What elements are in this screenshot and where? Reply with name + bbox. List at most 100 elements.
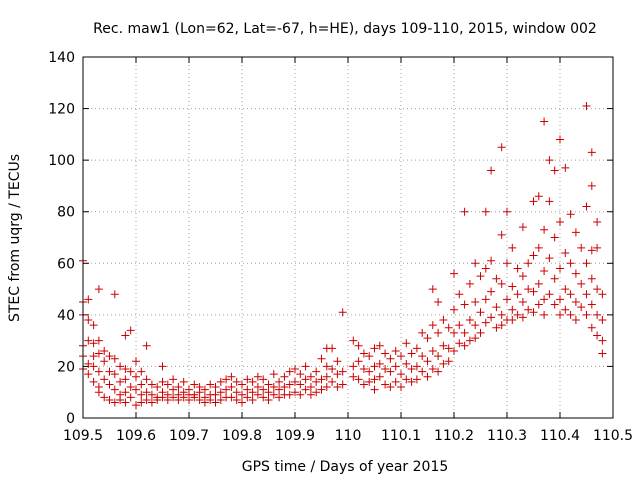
- data-point: [132, 357, 140, 366]
- data-point: [301, 362, 310, 371]
- data-point: [163, 395, 172, 404]
- data-point: [158, 362, 167, 371]
- data-point: [296, 380, 305, 389]
- data-point: [153, 395, 162, 404]
- data-point: [503, 295, 511, 304]
- x-axis-label: GPS time / Days of year 2015: [242, 459, 449, 475]
- data-point: [264, 395, 273, 404]
- data-point: [116, 362, 125, 371]
- data-point: [582, 101, 591, 110]
- data-point: [381, 365, 390, 374]
- data-point: [508, 305, 517, 314]
- data-point: [540, 295, 549, 304]
- data-point: [291, 377, 299, 386]
- data-point: [386, 354, 395, 363]
- data-point: [94, 388, 103, 397]
- data-point: [84, 316, 93, 325]
- data-point: [94, 336, 103, 345]
- data-point: [434, 297, 443, 306]
- data-point: [110, 370, 119, 379]
- data-point: [481, 264, 490, 273]
- data-point: [534, 192, 543, 201]
- data-point: [169, 375, 178, 384]
- data-point: [386, 383, 395, 392]
- data-point: [434, 328, 443, 337]
- data-point: [571, 316, 580, 325]
- data-point: [566, 210, 575, 219]
- data-point: [322, 362, 331, 371]
- data-point: [481, 295, 490, 304]
- data-point: [84, 370, 93, 379]
- data-point: [243, 375, 252, 384]
- data-point: [359, 349, 368, 358]
- data-point: [540, 117, 549, 126]
- data-point: [428, 365, 437, 374]
- data-point: [465, 336, 474, 345]
- data-point: [471, 259, 480, 268]
- data-point: [158, 377, 167, 386]
- data-point: [137, 390, 146, 399]
- data-point: [227, 383, 236, 392]
- data-point: [216, 388, 225, 397]
- data-point: [301, 375, 310, 384]
- data-point: [550, 166, 559, 175]
- data-point: [534, 300, 543, 309]
- data-point: [455, 339, 464, 348]
- x-tick-label: 110.1: [381, 428, 421, 444]
- data-point: [169, 385, 178, 394]
- data-point: [365, 367, 374, 376]
- data-point: [253, 383, 262, 392]
- data-point: [89, 352, 98, 361]
- data-point: [142, 388, 151, 397]
- data-point: [402, 359, 411, 368]
- data-point: [275, 385, 284, 394]
- data-point: [359, 365, 368, 374]
- data-point: [105, 380, 114, 389]
- data-point: [566, 259, 575, 268]
- data-point: [116, 395, 125, 404]
- data-point: [126, 367, 135, 376]
- data-point: [556, 218, 564, 227]
- x-axis-ticks: 109.5 109.6 109.7 109.8 109.9 110 110.1 110.2 11…: [63, 57, 633, 444]
- data-point: [121, 388, 130, 397]
- data-point: [381, 349, 390, 358]
- data-point: [465, 279, 474, 288]
- data-point: [89, 321, 98, 330]
- data-point: [460, 300, 469, 309]
- data-point: [158, 393, 167, 402]
- data-point: [248, 388, 257, 397]
- data-point: [518, 313, 527, 322]
- data-point: [545, 290, 554, 299]
- data-point: [179, 393, 188, 402]
- data-point: [465, 316, 474, 325]
- data-point: [370, 375, 379, 384]
- data-point: [434, 352, 443, 361]
- data-point: [100, 357, 109, 366]
- data-point: [508, 282, 517, 291]
- data-point: [243, 393, 252, 402]
- data-point: [434, 367, 443, 376]
- data-point: [132, 401, 140, 410]
- data-point: [269, 390, 278, 399]
- data-point: [518, 223, 527, 232]
- data-point: [238, 390, 246, 399]
- data-point: [577, 243, 586, 252]
- data-point: [105, 352, 114, 361]
- data-point: [455, 290, 464, 299]
- x-tick-label: 109.9: [275, 428, 315, 444]
- data-point: [439, 359, 448, 368]
- data-point: [322, 383, 331, 392]
- data-point: [561, 248, 570, 257]
- data-point: [216, 395, 225, 404]
- data-point: [370, 344, 379, 353]
- data-point: [497, 143, 506, 152]
- data-point: [232, 388, 241, 397]
- data-point: [397, 352, 405, 361]
- y-tick-label: 80: [57, 205, 75, 221]
- data-point: [508, 243, 517, 252]
- data-point: [100, 375, 109, 384]
- data-point: [450, 269, 458, 278]
- data-point: [243, 385, 252, 394]
- data-point: [142, 341, 151, 350]
- data-point: [513, 264, 522, 273]
